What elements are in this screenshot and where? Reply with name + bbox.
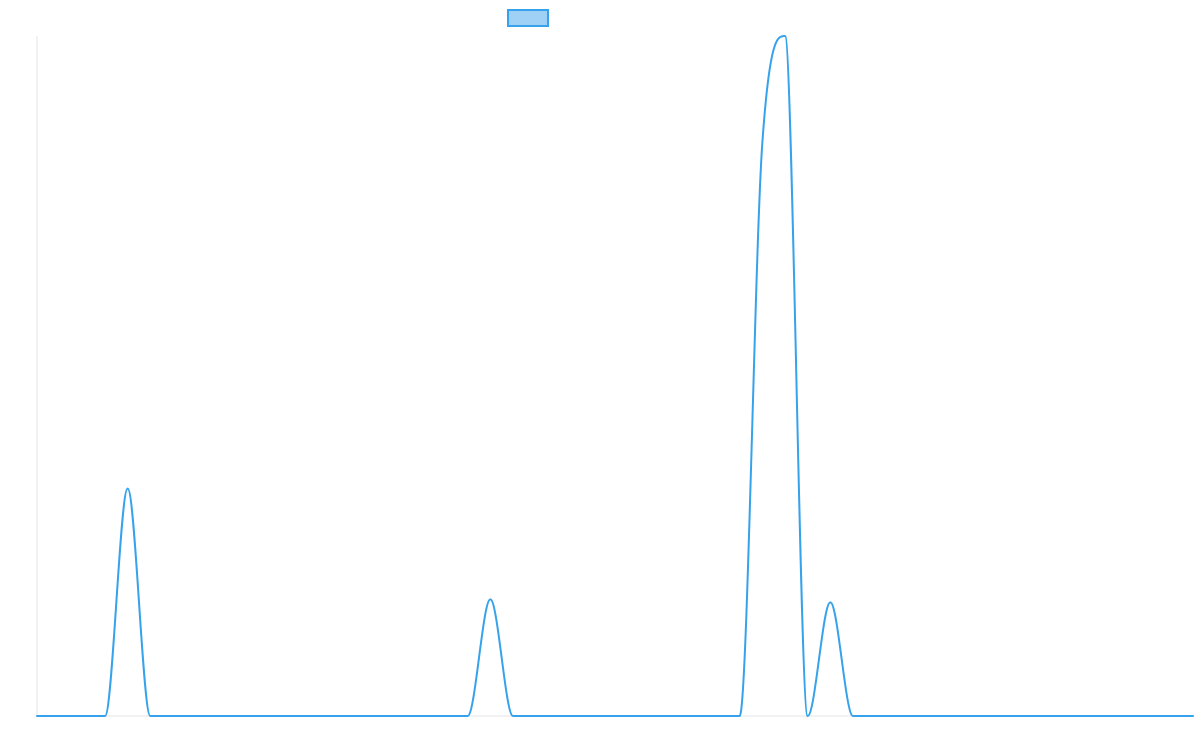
legend-swatch: [507, 9, 549, 27]
axes: [36, 36, 1193, 717]
legend: [507, 9, 549, 27]
series-lines: [36, 35, 1194, 717]
series-line: [36, 35, 1194, 717]
